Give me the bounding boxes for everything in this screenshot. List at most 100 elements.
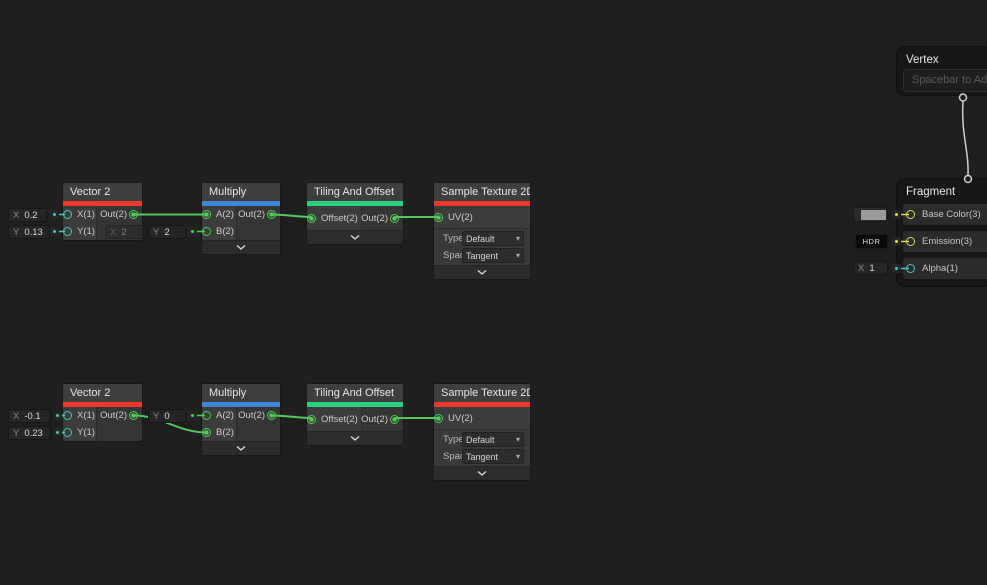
space-dropdown[interactable]: Tangent ▾ xyxy=(462,248,524,263)
field-connector-dot xyxy=(892,264,901,273)
input-port-icon[interactable] xyxy=(906,210,915,219)
port-row-x: X(1) xyxy=(63,206,96,223)
input-port-icon[interactable] xyxy=(63,411,72,420)
node-collapse-button[interactable] xyxy=(434,265,530,279)
port-row-offset: Offset(2) xyxy=(307,407,361,431)
port-label: Y(1) xyxy=(77,427,95,438)
output-port-icon[interactable] xyxy=(267,210,276,219)
chevron-down-icon xyxy=(236,446,246,451)
input-port-icon[interactable] xyxy=(434,413,443,423)
node-collapse-button[interactable] xyxy=(202,240,280,254)
base-color-swatch[interactable] xyxy=(853,207,888,222)
port-label: A(2) xyxy=(216,410,234,421)
input-port-icon[interactable] xyxy=(63,227,72,236)
port-label: X(1) xyxy=(77,410,95,421)
multiply-b-y-field[interactable]: Y 2 xyxy=(148,225,186,239)
input-port-icon[interactable] xyxy=(906,264,915,273)
input-port-icon[interactable] xyxy=(434,212,443,222)
control-label: Type xyxy=(443,434,464,445)
dropdown-caret-icon: ▾ xyxy=(515,434,520,444)
vector2-y-field[interactable]: Y 0.13 xyxy=(8,225,50,239)
input-port-icon[interactable] xyxy=(307,414,316,424)
control-label: Space xyxy=(443,250,470,261)
field-value: 2 xyxy=(164,226,170,238)
vertex-block[interactable]: Vertex Spacebar to Add xyxy=(897,47,987,95)
output-port-icon[interactable] xyxy=(129,210,138,219)
fragment-row-base-color[interactable]: Base Color(3) xyxy=(903,204,987,225)
node-tiling-offset-row2[interactable]: Tiling And Offset Offset(2) Out(2) xyxy=(307,384,403,445)
port-label: X(1) xyxy=(77,209,95,220)
input-port-icon[interactable] xyxy=(202,210,211,219)
node-title: Vector 2 xyxy=(63,384,142,402)
input-port-icon[interactable] xyxy=(307,213,316,223)
chevron-down-icon xyxy=(477,471,487,476)
fragment-row-emission[interactable]: Emission(3) xyxy=(903,231,987,252)
node-category-bar xyxy=(202,402,280,407)
input-port-icon[interactable] xyxy=(202,428,211,437)
input-port-icon[interactable] xyxy=(202,411,211,420)
field-label: Y xyxy=(13,427,20,439)
vector2-x-field[interactable]: X 0.2 xyxy=(8,208,47,222)
edge-vertex-to-fragment[interactable] xyxy=(961,100,969,176)
node-category-bar xyxy=(434,402,530,407)
node-collapse-button[interactable] xyxy=(202,441,280,455)
field-label: Y xyxy=(153,226,160,238)
node-category-bar xyxy=(202,201,280,206)
node-sample-texture-row2[interactable]: Sample Texture 2D UV(2) Type Default ▾ S… xyxy=(434,384,530,480)
emission-hdr-button[interactable]: HDR xyxy=(855,234,888,249)
control-row-type: Type Default ▾ xyxy=(434,230,530,247)
port-row-y: Y(1) xyxy=(63,223,96,240)
port-row-b: B(2) xyxy=(202,223,236,240)
port-row-out: Out(2) xyxy=(97,206,142,223)
input-port-icon[interactable] xyxy=(906,237,915,246)
output-port-icon[interactable] xyxy=(267,411,276,420)
input-port-icon[interactable] xyxy=(63,210,72,219)
dropdown-value: Tangent xyxy=(466,451,499,462)
fragment-row-alpha[interactable]: Alpha(1) xyxy=(903,258,987,279)
field-label: X xyxy=(858,262,865,274)
vector2-y-field[interactable]: Y 0.23 xyxy=(8,426,51,440)
port-row-b: B(2) xyxy=(202,424,236,441)
type-dropdown[interactable]: Default ▾ xyxy=(462,231,524,246)
control-label: Type xyxy=(443,233,464,244)
field-value: 0 xyxy=(164,410,170,422)
node-collapse-button[interactable] xyxy=(307,230,403,244)
alpha-field[interactable]: X 1 xyxy=(853,261,888,275)
dropdown-value: Default xyxy=(466,233,495,244)
type-dropdown[interactable]: Default ▾ xyxy=(462,432,524,447)
vector2-x-field[interactable]: X -0.1 xyxy=(8,409,51,423)
chevron-down-icon xyxy=(236,245,246,250)
spacebar-add-hint[interactable]: Spacebar to Add xyxy=(903,69,987,92)
field-connector-dot xyxy=(188,411,197,420)
space-dropdown[interactable]: Tangent ▾ xyxy=(462,449,524,464)
node-multiply-row2[interactable]: Multiply A(2) B(2) Out(2) xyxy=(202,384,280,455)
port-row-uv: UV(2) xyxy=(434,206,530,228)
port-label: Emission(3) xyxy=(922,236,973,247)
port-label: Out(2) xyxy=(238,209,265,220)
chevron-down-icon xyxy=(350,235,360,240)
output-port-icon[interactable] xyxy=(390,414,399,424)
fragment-block[interactable]: Fragment Base Color(3) Emission(3) Alpha… xyxy=(897,179,987,286)
port-row-y: Y(1) xyxy=(63,424,96,441)
node-collapse-button[interactable] xyxy=(434,466,530,480)
node-multiply-row1[interactable]: Multiply A(2) B(2) Out(2) xyxy=(202,183,280,254)
field-value: 0.13 xyxy=(24,226,43,238)
output-port-icon[interactable] xyxy=(129,411,138,420)
field-connector-dot xyxy=(188,227,197,236)
input-port-icon[interactable] xyxy=(202,227,211,236)
node-collapse-button[interactable] xyxy=(307,431,403,445)
input-port-icon[interactable] xyxy=(63,428,72,437)
field-value: 1 xyxy=(869,262,875,274)
field-value: 2 xyxy=(121,226,127,238)
port-label: Out(2) xyxy=(361,212,388,224)
dropdown-caret-icon: ▾ xyxy=(515,451,520,461)
output-port-icon[interactable] xyxy=(390,213,399,223)
multiply-b-x-field[interactable]: X 2 xyxy=(105,225,146,239)
stack-connector-icon xyxy=(958,93,968,102)
node-tiling-offset-row1[interactable]: Tiling And Offset Offset(2) Out(2) xyxy=(307,183,403,244)
fragment-title: Fragment xyxy=(906,186,956,198)
node-sample-texture-row1[interactable]: Sample Texture 2D UV(2) Type Default ▾ S… xyxy=(434,183,530,279)
multiply-a-y-field[interactable]: Y 0 xyxy=(148,409,186,423)
node-vector2-row2[interactable]: Vector 2 X(1) Y(1) Out(2) xyxy=(63,384,142,441)
